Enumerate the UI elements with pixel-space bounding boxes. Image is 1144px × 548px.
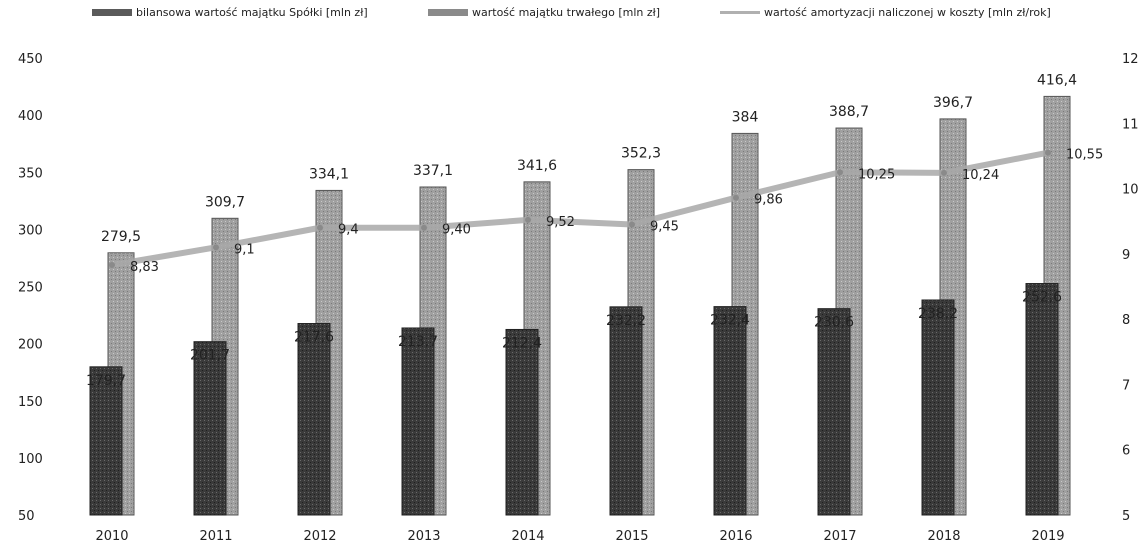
label-total-assets: 352,3 xyxy=(621,146,661,162)
left-tick-label: 350 xyxy=(18,166,43,181)
label-amortization: 9,45 xyxy=(650,219,679,234)
x-tick-label: 2010 xyxy=(95,529,128,544)
label-fixed-assets: 201,7 xyxy=(190,348,230,364)
amortization-point xyxy=(837,169,843,176)
left-tick-label: 100 xyxy=(18,452,43,467)
label-amortization: 9,40 xyxy=(442,223,471,238)
bar-fixed-assets xyxy=(817,308,851,516)
legend-label-total-assets: bilansowa wartość majątku Spółki [mln zł… xyxy=(136,6,368,19)
label-total-assets: 384 xyxy=(732,109,759,125)
left-tick-label: 250 xyxy=(18,281,43,296)
label-total-assets: 388,7 xyxy=(829,104,869,120)
right-tick-label: 9 xyxy=(1122,248,1130,263)
right-tick-label: 12 xyxy=(1122,52,1139,67)
label-amortization: 9,4 xyxy=(338,223,359,238)
right-tick-label: 10 xyxy=(1122,183,1139,198)
legend-label-fixed-assets: wartość majątku trwałego [mln zł] xyxy=(472,6,661,19)
amortization-point xyxy=(421,224,427,231)
left-tick-label: 150 xyxy=(18,395,43,410)
legend-label-amortization: wartość amortyzacji naliczonej w koszty … xyxy=(764,6,1051,19)
amortization-point xyxy=(941,169,947,176)
left-tick-label: 450 xyxy=(18,52,43,67)
amortization-point xyxy=(213,244,219,251)
legend-item-total-assets: bilansowa wartość majątku Spółki [mln zł… xyxy=(92,6,368,19)
x-axis: 2010 2011 2012 2013 2014 2015 2016 2017 2018 2019 xyxy=(95,529,1064,544)
label-amortization: 10,25 xyxy=(858,167,895,182)
label-amortization: 10,24 xyxy=(962,168,999,183)
label-total-assets: 396,7 xyxy=(933,95,973,111)
label-amortization: 10,55 xyxy=(1066,148,1103,163)
label-fixed-assets: 238,2 xyxy=(918,306,958,322)
amortization-point xyxy=(733,194,739,201)
x-tick-label: 2012 xyxy=(303,529,336,544)
legend: bilansowa wartość majątku Spółki [mln zł… xyxy=(0,4,1144,24)
bar-fixed-assets xyxy=(401,327,435,516)
label-fixed-assets: 252,6 xyxy=(1022,290,1062,306)
bar-fixed-assets xyxy=(193,341,227,516)
label-total-assets: 337,1 xyxy=(413,163,453,179)
amortization-point xyxy=(1045,149,1051,156)
bar-fixed-assets xyxy=(89,366,123,516)
x-tick-label: 2014 xyxy=(511,529,544,544)
x-tick-label: 2011 xyxy=(199,529,232,544)
amortization-series-line xyxy=(109,149,1051,268)
legend-swatch-amortization xyxy=(720,11,760,14)
bar-fixed-assets xyxy=(1025,283,1059,516)
label-fixed-assets: 232,2 xyxy=(606,313,646,329)
left-tick-label: 400 xyxy=(18,109,43,124)
label-fixed-assets: 212,4 xyxy=(502,335,542,351)
label-total-assets: 416,4 xyxy=(1037,72,1077,88)
label-fixed-assets: 232,4 xyxy=(710,313,750,329)
label-total-assets: 309,7 xyxy=(205,194,245,210)
label-fixed-assets: 179,7 xyxy=(86,373,126,389)
right-tick-label: 5 xyxy=(1122,509,1130,524)
x-tick-label: 2015 xyxy=(615,529,648,544)
amortization-point xyxy=(629,221,635,228)
bars xyxy=(89,95,1071,516)
bar-fixed-assets xyxy=(505,328,539,516)
amortization-point xyxy=(317,224,323,231)
legend-swatch-total-assets xyxy=(92,9,132,16)
bar-fixed-assets xyxy=(713,306,747,516)
right-tick-label: 7 xyxy=(1122,378,1130,393)
right-y-axis: 5 6 7 8 9 10 11 12 xyxy=(1122,52,1139,524)
right-tick-label: 6 xyxy=(1122,444,1130,459)
label-amortization: 9,86 xyxy=(754,193,783,208)
x-tick-label: 2016 xyxy=(719,529,752,544)
amortization-line xyxy=(109,149,1051,268)
right-tick-label: 8 xyxy=(1122,313,1130,328)
left-tick-label: 50 xyxy=(18,509,35,524)
legend-item-amortization: wartość amortyzacji naliczonej w koszty … xyxy=(720,6,1051,19)
bar-fixed-assets xyxy=(609,306,643,516)
x-tick-label: 2013 xyxy=(407,529,440,544)
label-fixed-assets: 230,6 xyxy=(814,315,854,331)
x-tick-label: 2018 xyxy=(927,529,960,544)
label-total-assets: 279,5 xyxy=(101,229,141,245)
label-amortization: 8,83 xyxy=(130,260,159,275)
right-tick-label: 11 xyxy=(1122,117,1139,132)
x-tick-label: 2017 xyxy=(823,529,856,544)
label-total-assets: 334,1 xyxy=(309,166,349,182)
legend-swatch-fixed-assets xyxy=(428,9,468,16)
label-fixed-assets: 213,7 xyxy=(398,334,438,350)
label-fixed-assets: 217,6 xyxy=(294,330,334,346)
data-labels: 279,5 179,7 8,83 309,7 201,7 9,1 334,1 217,6 9,4… xyxy=(86,72,1103,388)
amortization-point xyxy=(525,216,531,223)
label-amortization: 9,1 xyxy=(234,242,255,257)
x-tick-label: 2019 xyxy=(1031,529,1064,544)
label-total-assets: 341,6 xyxy=(517,158,557,174)
bar-fixed-assets xyxy=(297,323,331,516)
left-y-axis: 50 100 150 200 250 300 350 400 450 xyxy=(18,52,43,524)
bar-fixed-assets xyxy=(921,299,955,516)
legend-item-fixed-assets: wartość majątku trwałego [mln zł] xyxy=(428,6,660,19)
amortization-point xyxy=(109,261,115,268)
label-amortization: 9,52 xyxy=(546,215,575,230)
left-tick-label: 300 xyxy=(18,223,43,238)
left-tick-label: 200 xyxy=(18,338,43,353)
